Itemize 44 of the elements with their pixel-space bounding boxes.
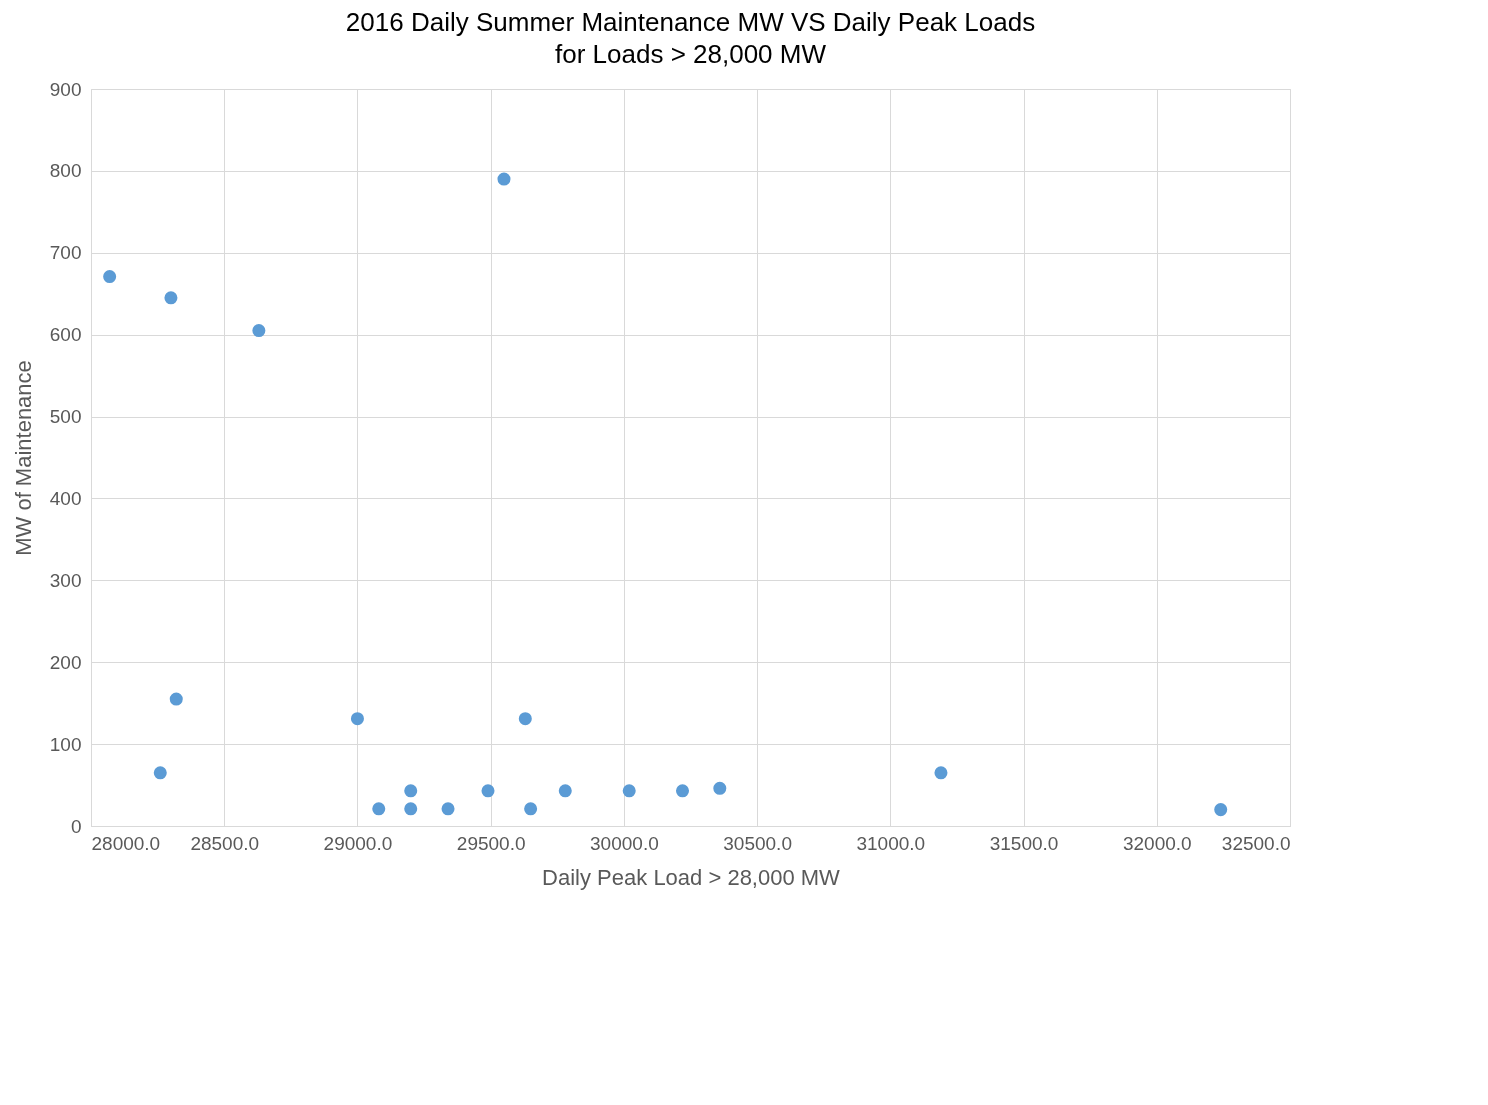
x-tick-label: 32500.0 (1221, 832, 1291, 854)
x-tick-label: 29500.0 (456, 832, 526, 854)
x-tick-label: 31000.0 (856, 832, 926, 854)
chart-subtitle: for Loads > 28,000 MW (555, 39, 827, 69)
x-tick-label: 30000.0 (590, 832, 659, 854)
y-tick-label: 0 (70, 815, 82, 837)
point (103, 270, 117, 284)
y-tick-label: 300 (49, 569, 82, 591)
point (713, 781, 727, 795)
point (372, 802, 386, 816)
point (252, 324, 266, 338)
y-tick-label: 600 (49, 324, 82, 346)
point (481, 784, 495, 798)
point (675, 784, 690, 798)
x-tick-label: 28000.0 (91, 832, 161, 854)
point (518, 712, 532, 726)
point (934, 766, 948, 780)
point (404, 802, 418, 816)
y-tick-label: 400 (49, 487, 82, 509)
point (441, 802, 455, 816)
y-tick-label: 800 (49, 160, 82, 182)
chart-title: 2016 Daily Summer Maintenance MW VS Daily Peak Loads (345, 7, 1036, 37)
point (558, 784, 572, 798)
y-tick-label: 900 (49, 78, 82, 100)
y-tick-label: 200 (49, 651, 82, 673)
point (497, 172, 511, 186)
point (622, 784, 636, 798)
point (404, 784, 418, 798)
x-tick-label: 28500.0 (190, 832, 260, 854)
x-tick-label: 29000.0 (323, 832, 393, 854)
y-tick-label: 700 (49, 242, 82, 264)
x-tick-label: 31500.0 (989, 832, 1059, 854)
y-tick-label: 100 (49, 733, 82, 755)
y-axis-title: MW of Maintenance (10, 360, 36, 556)
point (524, 802, 538, 816)
point (350, 712, 364, 726)
y-tick-label: 500 (49, 406, 82, 428)
x-tick-label: 32000.0 (1122, 832, 1192, 854)
point (153, 766, 167, 780)
point (169, 692, 183, 706)
point (1214, 803, 1228, 817)
x-tick-label: 30500.0 (723, 832, 792, 854)
point (164, 291, 178, 305)
x-axis-title: Daily Peak Load > 28,000 MW (542, 864, 841, 890)
